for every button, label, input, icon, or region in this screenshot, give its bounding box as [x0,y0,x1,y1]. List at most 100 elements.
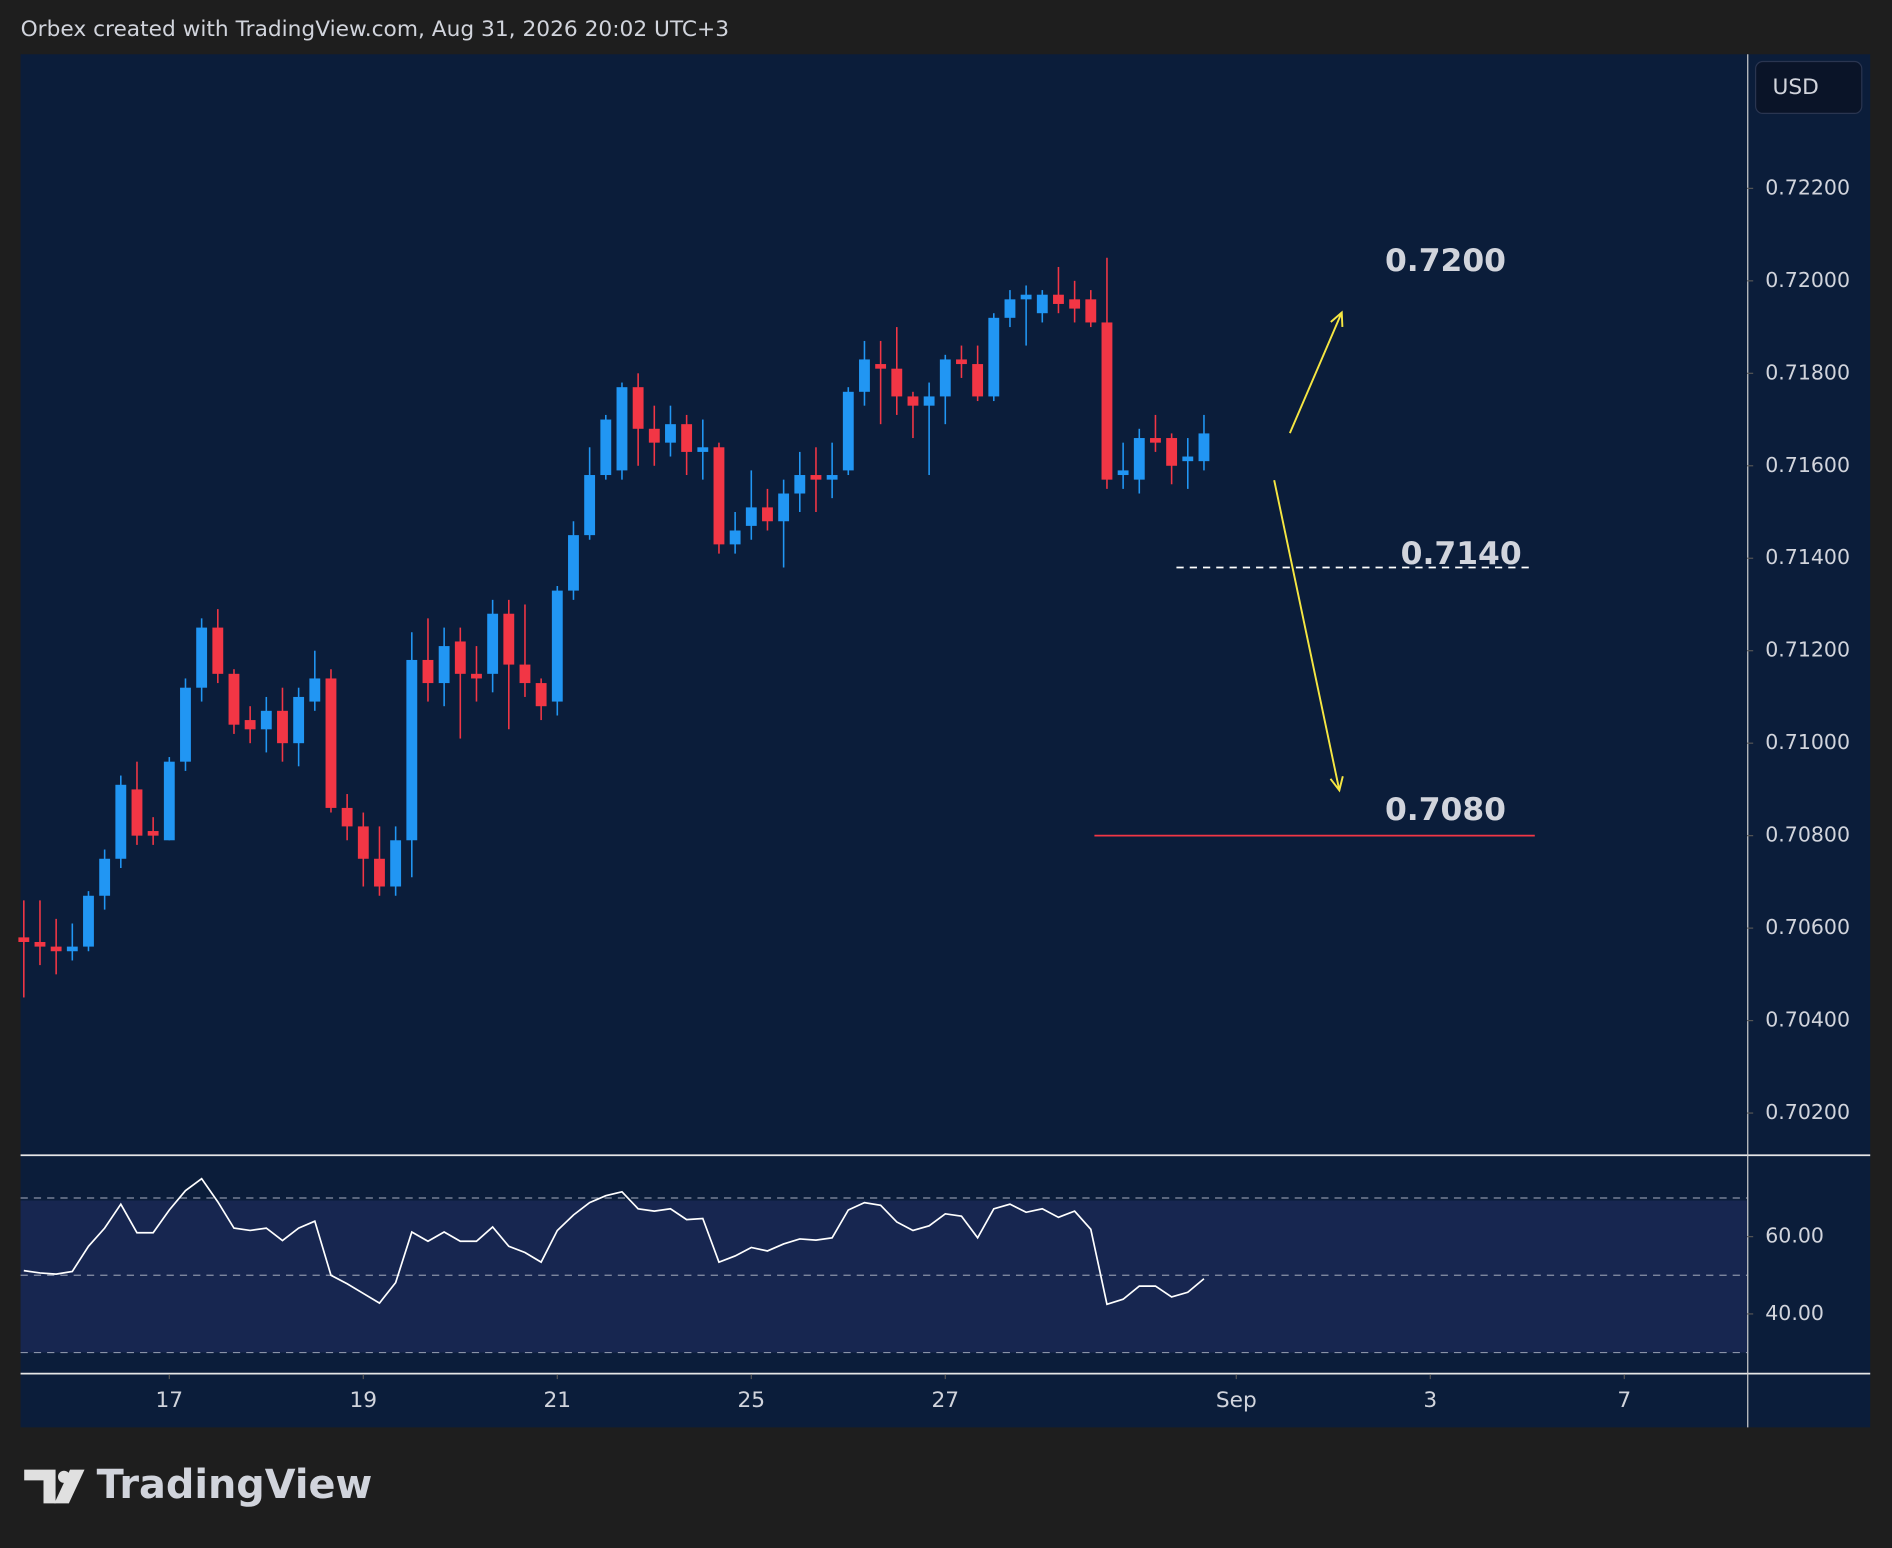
candle-body [762,507,773,522]
arrow-head [1330,310,1344,328]
candle-body [1133,438,1145,480]
header-text: Orbex created with TradingView.com, Aug … [21,17,729,42]
x-tick-label: Sep [1216,1388,1257,1413]
candle-body [665,424,676,443]
candle-body [907,396,919,406]
y-tick-label: 0.72000 [1765,268,1850,292]
candle-body [697,447,709,452]
candle-body [1004,299,1016,318]
candle-body [1101,322,1113,480]
candle-body [422,659,434,684]
y-tick-label: 0.72200 [1765,175,1850,199]
candle-body [309,678,321,702]
annotation-label: 0.7140 [1401,536,1522,572]
candle-body [115,784,127,859]
candle-body [83,895,94,947]
arrow [1273,480,1341,791]
candle-body [584,475,596,536]
candle-body [357,826,369,859]
candle-body [1166,438,1178,466]
candle-body [778,493,790,522]
candle-body [293,696,305,744]
y-tick-label: 0.71200 [1765,638,1850,662]
candle-body [681,424,693,452]
candle-body [487,613,499,674]
x-tick-label: 27 [931,1388,959,1413]
candle-body [1020,294,1032,300]
candle-body [1036,294,1048,314]
candle-body [454,641,466,674]
candle-body [1069,299,1081,309]
candle-body [260,710,272,730]
candle-body [1117,470,1129,476]
annotation-label: 0.7200 [1385,243,1506,279]
candle-body [859,359,870,392]
y-tick-label: 0.71400 [1765,545,1850,569]
candle-body [1150,438,1161,443]
candle-body [163,761,175,841]
y-tick-label: 0.70400 [1765,1008,1850,1032]
candle-body [244,720,256,730]
candle-body [66,946,78,952]
candle-body [277,710,288,744]
y-tick-label: 0.71000 [1765,730,1850,754]
candle-body [810,475,822,480]
candle-body [1182,456,1194,462]
candle-body [826,475,838,480]
x-tick-label: 19 [349,1388,377,1413]
x-tick-label: 25 [737,1388,765,1413]
candle-body [341,807,353,827]
candle-body [794,475,806,494]
annotation-label: 0.7080 [1385,792,1506,828]
candle-body [956,359,967,365]
candle-body [939,359,951,397]
candle-body [535,683,547,707]
candle-body [616,387,628,471]
y-tick-label: 0.70200 [1765,1100,1850,1124]
candle-body [438,646,450,684]
rsi-line [23,1177,1205,1306]
candle-body [374,858,385,887]
y-tick-label: 0.71600 [1765,453,1850,477]
candle-body [729,530,741,545]
candle-body [600,419,612,476]
y-tick-label: 0.70600 [1765,915,1850,939]
logo-mark [24,1469,56,1504]
candle-body [891,368,903,397]
rsi-band [20,1200,1748,1353]
candle-body [503,613,515,665]
candle-body [228,673,240,725]
candle-body [390,840,402,887]
candle-body [972,364,984,397]
candle-body [632,387,644,429]
candle-body [551,590,563,702]
candle-body [1053,294,1064,304]
candle-body [34,941,46,947]
logo-mark [54,1469,85,1504]
brand-logo [24,1469,85,1504]
candle-body [745,507,757,526]
candle-body [713,447,725,545]
arrow-head [1329,776,1344,793]
candle-body [1198,433,1210,462]
brand-name: TradingView [97,1462,373,1508]
y-tick-label: 60.00 [1765,1224,1824,1248]
candle-body [196,627,208,688]
candle-body [568,535,579,591]
candle-body [99,858,111,896]
candle-body [519,664,531,684]
candle-body [147,831,159,836]
y-tick-label: 0.71800 [1765,360,1850,384]
currency-label: USD [1772,75,1818,100]
y-tick-label: 0.70800 [1765,823,1850,847]
y-tick-label: 40.00 [1765,1301,1824,1325]
currency-button[interactable] [1754,60,1863,115]
candle-body [842,391,854,471]
x-tick-label: 3 [1423,1388,1437,1413]
candle-body [1085,299,1097,323]
candle-body [18,937,30,942]
candle-body [131,789,143,836]
candle-body [325,678,337,808]
